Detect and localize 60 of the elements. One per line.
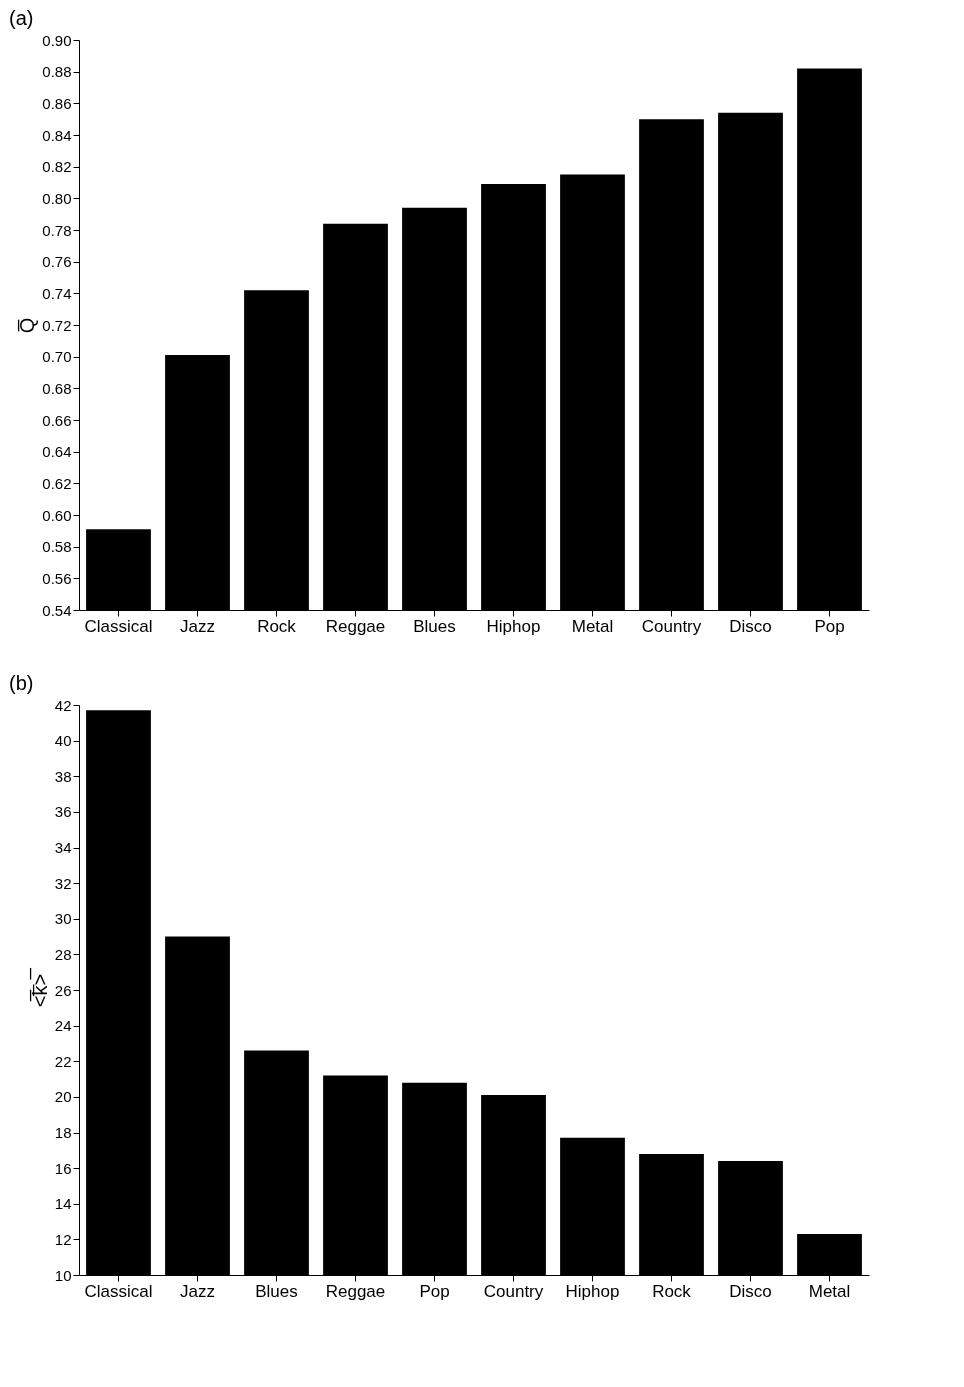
y-tick-label: 0.60	[42, 506, 72, 524]
x-tick-label: Country	[641, 616, 702, 636]
x-tick-label: Classical	[84, 616, 153, 636]
x-tick-label: Metal	[571, 616, 614, 636]
x-tick-label: Jazz	[180, 616, 215, 636]
x-tick-label: Hiphop	[486, 616, 541, 636]
y-tick-label: 32	[54, 874, 72, 892]
x-tick-label: Disco	[729, 1281, 772, 1301]
y-tick-label: 0.82	[42, 158, 72, 176]
y-tick-label: 0.90	[42, 31, 72, 49]
y-tick-label: 0.84	[42, 126, 72, 144]
x-tick-label: Reggae	[325, 616, 386, 636]
chart-title: (b)	[9, 672, 34, 694]
x-tick-label: Rock	[652, 1281, 692, 1301]
y-tick-label: 0.78	[42, 221, 72, 239]
y-tick-label: 42	[54, 696, 72, 714]
y-tick-label: 34	[54, 839, 72, 856]
x-tick-label: Disco	[729, 616, 772, 636]
x-tick-label: Classical	[84, 1281, 153, 1301]
y-tick-label: 0.62	[42, 474, 72, 492]
y-tick-label: 26	[54, 981, 72, 999]
y-tick-label: 16	[54, 1159, 72, 1177]
y-tick-label: 0.64	[42, 443, 72, 461]
x-tick-label: Blues	[413, 616, 456, 636]
y-tick-label: 30	[54, 910, 72, 928]
y-axis-title: Q̅	[16, 317, 39, 334]
x-tick-label: Country	[483, 1281, 544, 1301]
y-tick-label: 0.72	[42, 316, 72, 334]
y-tick-label: 0.58	[42, 538, 72, 556]
y-tick-label: 0.68	[42, 379, 72, 397]
x-tick-label: Metal	[808, 1281, 851, 1301]
y-tick-label: 0.80	[42, 189, 72, 207]
x-tick-label: Pop	[814, 616, 845, 636]
y-tick-label: 0.88	[42, 63, 72, 81]
y-tick-label: 0.86	[42, 94, 72, 112]
y-tick-label: 22	[54, 1052, 72, 1070]
x-tick-label: Jazz	[180, 1281, 215, 1301]
y-tick-label: 18	[54, 1124, 72, 1141]
x-tick-label: Hiphop	[565, 1281, 620, 1301]
y-axis-title: <̅k̅>̅	[28, 967, 51, 1008]
y-tick-label: 40	[54, 732, 72, 750]
y-tick-label: 10	[54, 1266, 72, 1284]
chart-title: (a)	[9, 7, 34, 29]
x-tick-label: Reggae	[325, 1281, 386, 1301]
y-tick-label: 0.74	[42, 284, 72, 302]
y-tick-label: 24	[54, 1017, 72, 1035]
y-tick-label: 0.66	[42, 411, 72, 429]
y-tick-label: 12	[54, 1230, 72, 1248]
y-tick-label: 0.76	[42, 253, 72, 271]
y-tick-label: 28	[54, 945, 72, 963]
y-tick-label: 0.54	[42, 601, 72, 619]
y-tick-label: 0.70	[42, 348, 72, 366]
x-tick-label: Blues	[255, 1281, 298, 1301]
x-tick-label: Pop	[419, 1281, 450, 1301]
x-tick-label: Rock	[257, 616, 297, 636]
y-tick-label: 36	[54, 803, 72, 821]
y-tick-label: 14	[54, 1195, 72, 1213]
y-tick-label: 20	[54, 1088, 72, 1106]
y-tick-label: 38	[54, 767, 72, 785]
y-tick-label: 0.56	[42, 569, 72, 587]
